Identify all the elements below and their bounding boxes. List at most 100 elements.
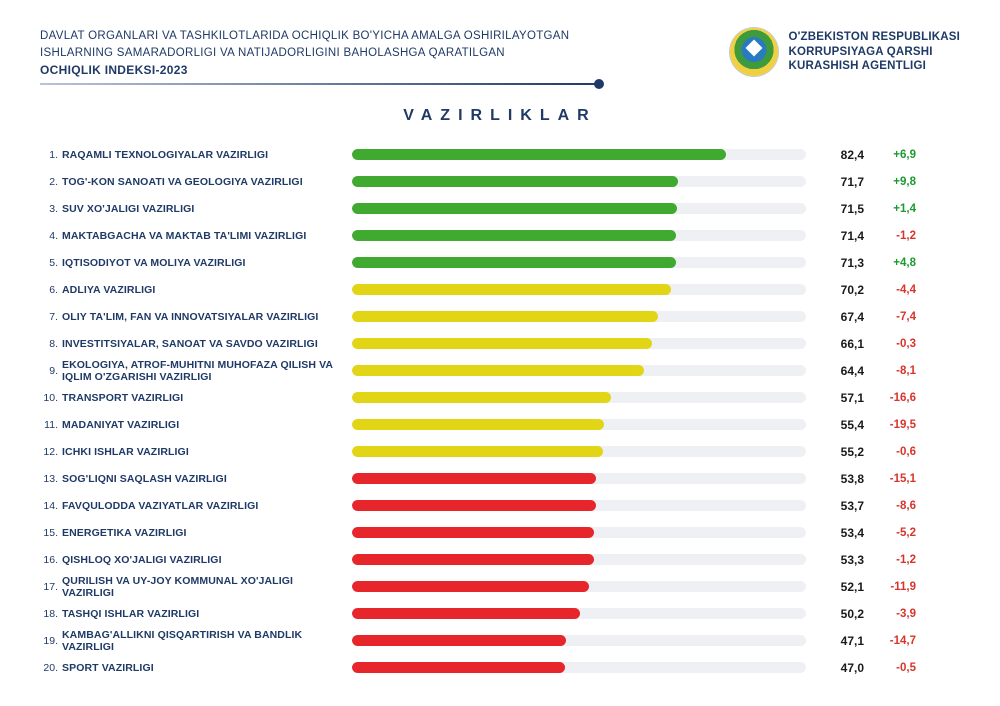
score-value: 67,4 xyxy=(806,310,864,324)
report-subtitle-line2: ISHLARNING SAMARADORLIGI VA NATIJADORLIG… xyxy=(40,45,730,62)
agency-emblem-icon xyxy=(730,28,778,76)
score-value: 71,7 xyxy=(806,175,864,189)
ministry-name: INVESTITSIYALAR, SANOAT VA SAVDO VAZIRLI… xyxy=(62,338,352,350)
bar-fill xyxy=(352,473,596,484)
score-value: 50,2 xyxy=(806,607,864,621)
ministry-name: QURILISH VA UY-JOY KOMMUNAL XO'JALIGI VA… xyxy=(62,575,352,599)
score-value: 53,3 xyxy=(806,553,864,567)
bar-track xyxy=(352,527,806,538)
delta-value: -8,1 xyxy=(864,365,916,377)
agency-name: O'ZBEKISTON RESPUBLIKASI KORRUPSIYAGA QA… xyxy=(788,30,960,75)
delta-value: +6,9 xyxy=(864,149,916,161)
ranking-row: 9.EKOLOGIYA, ATROF-MUHITNI MUHOFAZA QILI… xyxy=(40,357,960,384)
bar-fill xyxy=(352,365,644,376)
ministry-name: MAKTABGACHA VA MAKTAB TA'LIMI VAZIRLIGI xyxy=(62,230,352,242)
bar-track xyxy=(352,338,806,349)
ranking-row: 5.IQTISODIYOT VA MOLIYA VAZIRLIGI71,3+4,… xyxy=(40,249,960,276)
ranking-row: 11.MADANIYAT VAZIRLIGI55,4-19,5 xyxy=(40,411,960,438)
ministry-name: QISHLOQ XO'JALIGI VAZIRLIGI xyxy=(62,554,352,566)
ranking-row: 6.ADLIYA VAZIRLIGI 70,2-4,4 xyxy=(40,276,960,303)
delta-value: -0,3 xyxy=(864,338,916,350)
delta-value: -19,5 xyxy=(864,419,916,431)
ministry-name: ICHKI ISHLAR VAZIRLIGI xyxy=(62,446,352,458)
rank-number: 19. xyxy=(40,635,62,647)
rank-number: 3. xyxy=(40,203,62,215)
agency-line3: KURASHISH AGENTLIGI xyxy=(788,59,960,74)
rank-number: 15. xyxy=(40,527,62,539)
ministry-name: ADLIYA VAZIRLIGI xyxy=(62,284,352,296)
rank-number: 6. xyxy=(40,284,62,296)
ranking-row: 3.SUV XO'JALIGI VAZIRLIGI 71,5+1,4 xyxy=(40,195,960,222)
bar-fill xyxy=(352,176,678,187)
ministry-name: KAMBAG'ALLIKNI QISQARTIRISH VA BANDLIK V… xyxy=(62,629,352,653)
delta-value: -1,2 xyxy=(864,554,916,566)
ministry-name: EKOLOGIYA, ATROF-MUHITNI MUHOFAZA QILISH… xyxy=(62,359,352,383)
bar-track xyxy=(352,230,806,241)
ministry-name: MADANIYAT VAZIRLIGI xyxy=(62,419,352,431)
report-subtitle-line1: DAVLAT ORGANLARI VA TASHKILOTLARIDA OCHI… xyxy=(40,28,730,45)
ranking-row: 8.INVESTITSIYALAR, SANOAT VA SAVDO VAZIR… xyxy=(40,330,960,357)
score-value: 71,3 xyxy=(806,256,864,270)
ranking-row: 7.OLIY TA'LIM, FAN VA INNOVATSIYALAR VAZ… xyxy=(40,303,960,330)
ranking-row: 20.SPORT VAZIRLIGI47,0-0,5 xyxy=(40,654,960,681)
score-value: 55,4 xyxy=(806,418,864,432)
bar-fill xyxy=(352,230,676,241)
ranking-row: 13.SOG'LIQNI SAQLASH VAZIRLIGI53,8-15,1 xyxy=(40,465,960,492)
score-value: 82,4 xyxy=(806,148,864,162)
ministry-name: OLIY TA'LIM, FAN VA INNOVATSIYALAR VAZIR… xyxy=(62,311,352,323)
rank-number: 12. xyxy=(40,446,62,458)
rank-number: 8. xyxy=(40,338,62,350)
delta-value: +1,4 xyxy=(864,203,916,215)
header-left: DAVLAT ORGANLARI VA TASHKILOTLARIDA OCHI… xyxy=(40,28,730,99)
score-value: 64,4 xyxy=(806,364,864,378)
bar-track xyxy=(352,257,806,268)
bar-fill xyxy=(352,635,566,646)
bar-track xyxy=(352,419,806,430)
rank-number: 14. xyxy=(40,500,62,512)
score-value: 66,1 xyxy=(806,337,864,351)
rank-number: 13. xyxy=(40,473,62,485)
delta-value: -0,5 xyxy=(864,662,916,674)
ministry-name: FAVQULODDA VAZIYATLAR VAZIRLIGI xyxy=(62,500,352,512)
bar-track xyxy=(352,311,806,322)
delta-value: +9,8 xyxy=(864,176,916,188)
score-value: 57,1 xyxy=(806,391,864,405)
page: DAVLAT ORGANLARI VA TASHKILOTLARIDA OCHI… xyxy=(0,0,1000,701)
rank-number: 2. xyxy=(40,176,62,188)
bar-fill xyxy=(352,500,596,511)
score-value: 53,4 xyxy=(806,526,864,540)
ranking-row: 18.TASHQI ISHLAR VAZIRLIGI50,2-3,9 xyxy=(40,600,960,627)
rank-number: 9. xyxy=(40,365,62,377)
ranking-row: 14.FAVQULODDA VAZIYATLAR VAZIRLIGI53,7-8… xyxy=(40,492,960,519)
rank-number: 5. xyxy=(40,257,62,269)
section-title: VAZIRLIKLAR xyxy=(40,107,960,125)
delta-value: -16,6 xyxy=(864,392,916,404)
ranking-row: 17.QURILISH VA UY-JOY KOMMUNAL XO'JALIGI… xyxy=(40,573,960,600)
bar-track xyxy=(352,608,806,619)
ministry-name: ENERGETIKA VAZIRLIGI xyxy=(62,527,352,539)
rank-number: 18. xyxy=(40,608,62,620)
rank-number: 1. xyxy=(40,149,62,161)
score-value: 55,2 xyxy=(806,445,864,459)
ranking-list: 1.RAQAMLI TEXNOLOGIYALAR VAZIRLIGI82,4+6… xyxy=(40,141,960,681)
bar-fill xyxy=(352,392,611,403)
delta-value: -4,4 xyxy=(864,284,916,296)
score-value: 70,2 xyxy=(806,283,864,297)
score-value: 52,1 xyxy=(806,580,864,594)
bar-track xyxy=(352,284,806,295)
delta-value: -7,4 xyxy=(864,311,916,323)
bar-track xyxy=(352,365,806,376)
bar-track xyxy=(352,176,806,187)
delta-value: -1,2 xyxy=(864,230,916,242)
ministry-name: SUV XO'JALIGI VAZIRLIGI xyxy=(62,203,352,215)
bar-fill xyxy=(352,527,594,538)
bar-fill xyxy=(352,554,594,565)
score-value: 53,8 xyxy=(806,472,864,486)
ranking-row: 4.MAKTABGACHA VA MAKTAB TA'LIMI VAZIRLIG… xyxy=(40,222,960,249)
bar-track xyxy=(352,662,806,673)
delta-value: -0,6 xyxy=(864,446,916,458)
score-value: 71,5 xyxy=(806,202,864,216)
bar-fill xyxy=(352,203,677,214)
bar-fill xyxy=(352,311,658,322)
bar-track xyxy=(352,149,806,160)
